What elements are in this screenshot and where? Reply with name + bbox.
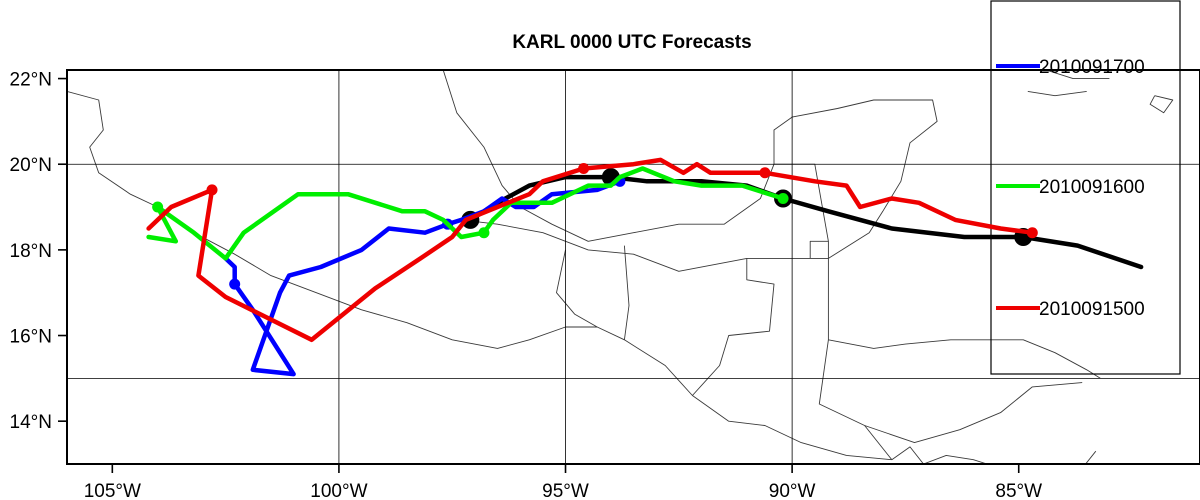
y-tick-label: 20°N — [10, 155, 52, 176]
track-2010091600-marker — [152, 201, 164, 213]
track-2010091600-marker — [478, 227, 490, 239]
legend: 2010091700 2010091600 2010091500 — [996, 57, 1145, 320]
legend-frame — [990, 0, 1181, 375]
coastlines — [67, 70, 1174, 464]
coastline-2 — [827, 258, 1101, 379]
x-tick-label: 85°W — [995, 481, 1042, 500]
track-2010091500-marker — [1026, 227, 1038, 239]
x-tick-label: 95°W — [542, 481, 589, 500]
coastline-9 — [556, 249, 598, 328]
y-tick-label: 16°N — [10, 327, 52, 348]
legend-label-2010091500: 2010091500 — [1039, 299, 1145, 320]
coastline-12 — [809, 240, 829, 259]
track-2010091600-line — [146, 166, 786, 261]
coastline-1 — [692, 257, 829, 396]
coastline-8 — [461, 219, 747, 272]
plot-border — [66, 69, 1200, 465]
track-2010091500-marker — [578, 163, 590, 174]
legend-label-2010091600: 2010091600 — [1039, 177, 1145, 198]
coastline-3 — [818, 339, 893, 460]
y-tick-label: 18°N — [10, 241, 52, 262]
coastline-10 — [623, 245, 630, 340]
track-2010091700-marker — [229, 278, 241, 290]
axis-ticks: 105°W 100°W 95°W 90°W 85°W 14°N 16°N 18°N 20°N 22… — [10, 70, 1043, 500]
track-2010091700-line — [223, 179, 623, 377]
coastline-0 — [67, 90, 892, 461]
x-tick-label: 100°W — [310, 481, 367, 500]
coastline-6 — [1027, 463, 1101, 464]
legend-label-2010091700: 2010091700 — [1039, 57, 1145, 78]
coastline-15 — [1027, 90, 1087, 97]
coastline-14 — [1045, 70, 1110, 80]
track-2010091600-marker — [777, 192, 789, 204]
coastline-5 — [891, 446, 988, 464]
y-tick-label: 14°N — [10, 412, 52, 433]
coastline-4 — [864, 382, 1083, 444]
x-tick-label: 90°W — [769, 481, 816, 500]
coastline-7 — [1085, 450, 1097, 464]
coastline-16 — [1149, 95, 1174, 114]
map-title: KARL 0000 UTC Forecasts — [512, 32, 751, 53]
track-2010091500-line — [146, 157, 1035, 343]
track-2010091500-marker — [759, 167, 771, 179]
x-tick-label: 105°W — [84, 481, 141, 500]
track-2010091500-marker — [206, 184, 218, 196]
y-tick-label: 22°N — [10, 70, 52, 91]
plot-frame — [66, 69, 1200, 465]
legend-box — [990, 0, 1181, 375]
forecast-tracks — [146, 157, 1144, 377]
